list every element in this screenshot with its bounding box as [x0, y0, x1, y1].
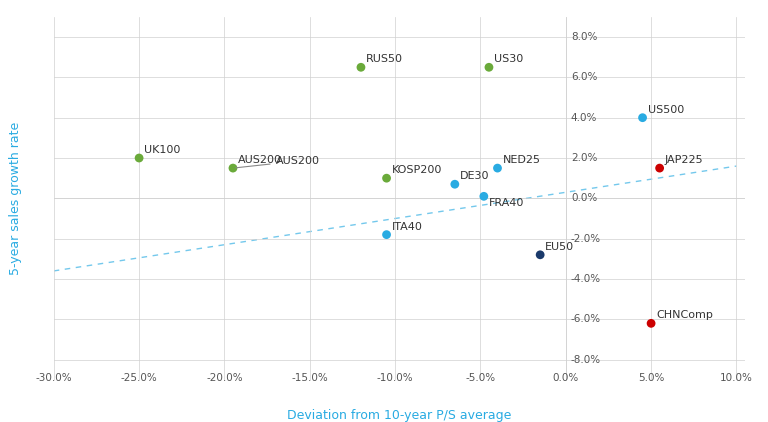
Text: UK100: UK100 [144, 145, 180, 155]
Text: -25.0%: -25.0% [121, 373, 157, 383]
Text: -15.0%: -15.0% [291, 373, 328, 383]
Text: 0.0%: 0.0% [553, 373, 579, 383]
Text: 0.0%: 0.0% [571, 193, 598, 203]
Text: -2.0%: -2.0% [571, 234, 601, 243]
Text: -5.0%: -5.0% [465, 373, 495, 383]
Point [449, 181, 461, 188]
Text: 6.0%: 6.0% [571, 72, 598, 82]
Text: -8.0%: -8.0% [571, 354, 601, 365]
Text: FRA40: FRA40 [489, 198, 525, 208]
Text: ITA40: ITA40 [392, 222, 422, 232]
Text: AUS200: AUS200 [238, 155, 282, 165]
Text: NED25: NED25 [502, 155, 541, 165]
Text: US30: US30 [494, 54, 523, 64]
Point [637, 114, 649, 121]
Point [380, 231, 392, 238]
Text: EU50: EU50 [545, 242, 574, 252]
Text: DE30: DE30 [460, 171, 489, 181]
Text: 10.0%: 10.0% [720, 373, 753, 383]
Text: -20.0%: -20.0% [206, 373, 243, 383]
Point [483, 64, 495, 70]
Point [355, 64, 367, 70]
Text: -10.0%: -10.0% [377, 373, 413, 383]
Text: -4.0%: -4.0% [571, 274, 601, 284]
Text: KOSP200: KOSP200 [392, 165, 442, 175]
Text: 5-year sales growth rate: 5-year sales growth rate [9, 122, 22, 275]
Text: CHNComp: CHNComp [656, 310, 713, 320]
Text: 8.0%: 8.0% [571, 32, 598, 42]
Text: Deviation from 10-year P/S average: Deviation from 10-year P/S average [287, 409, 511, 422]
Text: 2.0%: 2.0% [571, 153, 598, 163]
Text: US500: US500 [647, 105, 684, 115]
Point [654, 165, 666, 171]
Point [492, 165, 504, 171]
Text: 4.0%: 4.0% [571, 113, 598, 123]
Text: RUS50: RUS50 [366, 54, 403, 64]
Text: -30.0%: -30.0% [35, 373, 72, 383]
Text: 5.0%: 5.0% [638, 373, 664, 383]
Point [380, 175, 392, 181]
Point [478, 193, 490, 200]
Point [645, 320, 657, 327]
Text: JAP225: JAP225 [665, 155, 703, 165]
Point [133, 154, 145, 161]
Point [534, 252, 546, 258]
Text: AUS200: AUS200 [236, 156, 319, 168]
Text: -6.0%: -6.0% [571, 314, 601, 325]
Point [227, 165, 239, 171]
